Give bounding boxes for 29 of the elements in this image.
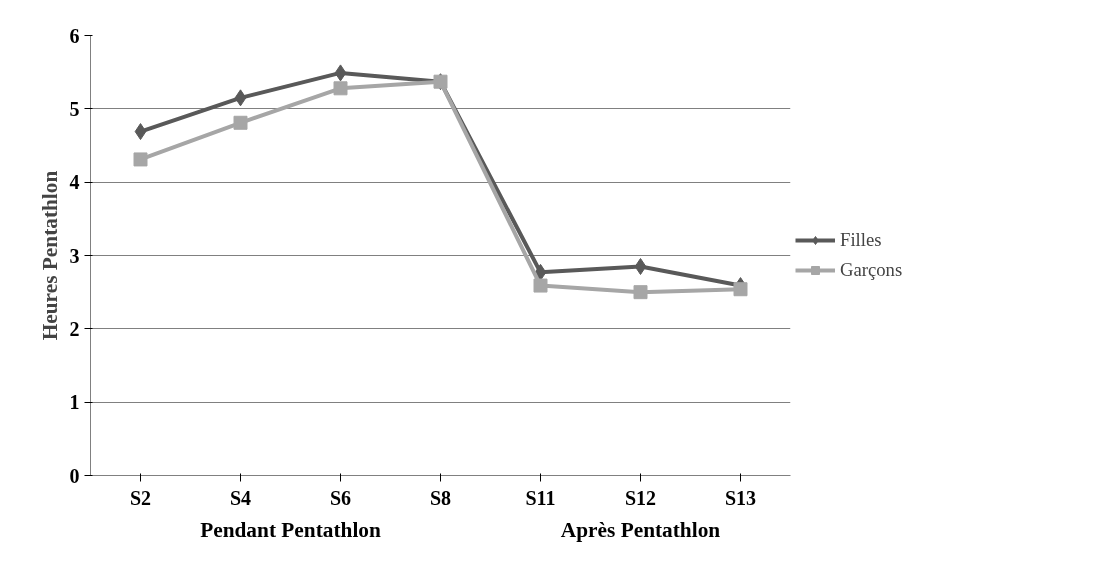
x-tick-label: S12: [624, 486, 657, 509]
y-tick-label: 4: [69, 171, 80, 194]
x-tick-label: S4: [229, 486, 252, 509]
x-tick-label: S8: [429, 486, 452, 509]
x-tick-label: S11: [525, 486, 556, 509]
y-tick-label: 2: [69, 317, 80, 340]
y-tick-label: 5: [69, 97, 80, 120]
text: Après Pentathlon: [560, 517, 721, 542]
point: [333, 81, 348, 96]
x-tick-label: S6: [329, 486, 352, 509]
y-tick-label: 1: [69, 391, 80, 414]
point: [733, 282, 748, 297]
y-axis-title: Heures Pentathlon: [37, 170, 62, 341]
x-tick-label: S13: [724, 486, 757, 509]
point: [233, 115, 248, 130]
y-tick-label: 6: [69, 24, 80, 47]
y-tick-label: 0: [69, 464, 80, 487]
legend-label: Garçons: [840, 259, 903, 281]
point: [633, 285, 648, 300]
text: Pendant Pentathlon: [200, 517, 381, 542]
point: [533, 278, 548, 293]
point: [133, 152, 148, 167]
point: [634, 258, 647, 275]
x-tick-label: S2: [129, 486, 152, 509]
y-tick-label: 3: [69, 244, 80, 267]
point: [234, 89, 247, 107]
point: [334, 64, 347, 82]
legend-label: Filles: [840, 229, 882, 251]
point: [134, 123, 147, 141]
